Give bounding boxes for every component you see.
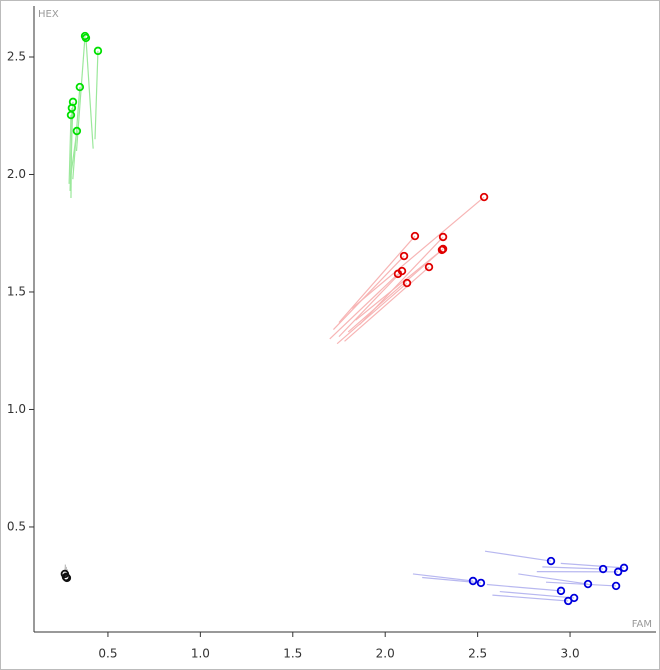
point xyxy=(468,576,478,586)
trail xyxy=(355,249,443,321)
trail xyxy=(338,235,416,323)
x-tick-label: 1.5 xyxy=(283,647,302,661)
point xyxy=(93,46,103,56)
trail xyxy=(422,576,482,584)
trail xyxy=(545,581,617,587)
trail xyxy=(412,573,474,582)
trail xyxy=(347,248,444,333)
trail xyxy=(492,594,569,602)
trail xyxy=(560,562,625,569)
point xyxy=(476,578,486,588)
point xyxy=(438,232,448,242)
x-tick-label: 1.0 xyxy=(191,647,210,661)
y-tick-label: 1.0 xyxy=(7,402,26,416)
trail xyxy=(64,564,67,574)
trail xyxy=(338,270,403,338)
point xyxy=(479,192,489,202)
point xyxy=(410,231,420,241)
point xyxy=(438,244,448,254)
y-axis-label: HEX xyxy=(38,9,59,20)
trail xyxy=(85,37,94,149)
point xyxy=(402,278,412,288)
point xyxy=(598,564,608,574)
x-tick-label: 3.0 xyxy=(561,647,580,661)
point xyxy=(619,563,629,573)
point xyxy=(583,579,593,589)
x-tick-label: 2.5 xyxy=(468,647,487,661)
point xyxy=(556,586,566,596)
point xyxy=(424,262,434,272)
trail xyxy=(75,36,86,152)
x-axis-label: FAM xyxy=(632,619,652,630)
point xyxy=(62,573,72,583)
point xyxy=(393,269,403,279)
x-tick-label: 0.5 xyxy=(98,647,117,661)
trail xyxy=(333,255,405,330)
point xyxy=(75,82,85,92)
point xyxy=(563,596,573,606)
trail xyxy=(70,130,78,175)
point xyxy=(546,556,556,566)
point xyxy=(613,567,623,577)
trail xyxy=(94,50,99,140)
point xyxy=(66,110,76,120)
trail xyxy=(344,266,430,342)
trail xyxy=(68,115,72,184)
trail xyxy=(351,196,485,309)
y-tick-label: 1.5 xyxy=(7,284,26,298)
trail xyxy=(499,590,575,599)
y-tick-label: 2.5 xyxy=(7,49,26,63)
x-tick-label: 2.0 xyxy=(376,647,395,661)
y-tick-label: 2.0 xyxy=(7,167,26,181)
trail xyxy=(518,573,589,585)
trail xyxy=(70,107,73,198)
point xyxy=(611,581,621,591)
trail xyxy=(484,550,552,562)
trail xyxy=(542,566,604,570)
trail xyxy=(329,273,399,340)
y-tick-label: 0.5 xyxy=(7,519,26,533)
point xyxy=(399,251,409,261)
trail xyxy=(486,583,562,592)
point xyxy=(81,33,91,43)
point xyxy=(72,126,82,136)
trail xyxy=(336,282,408,345)
